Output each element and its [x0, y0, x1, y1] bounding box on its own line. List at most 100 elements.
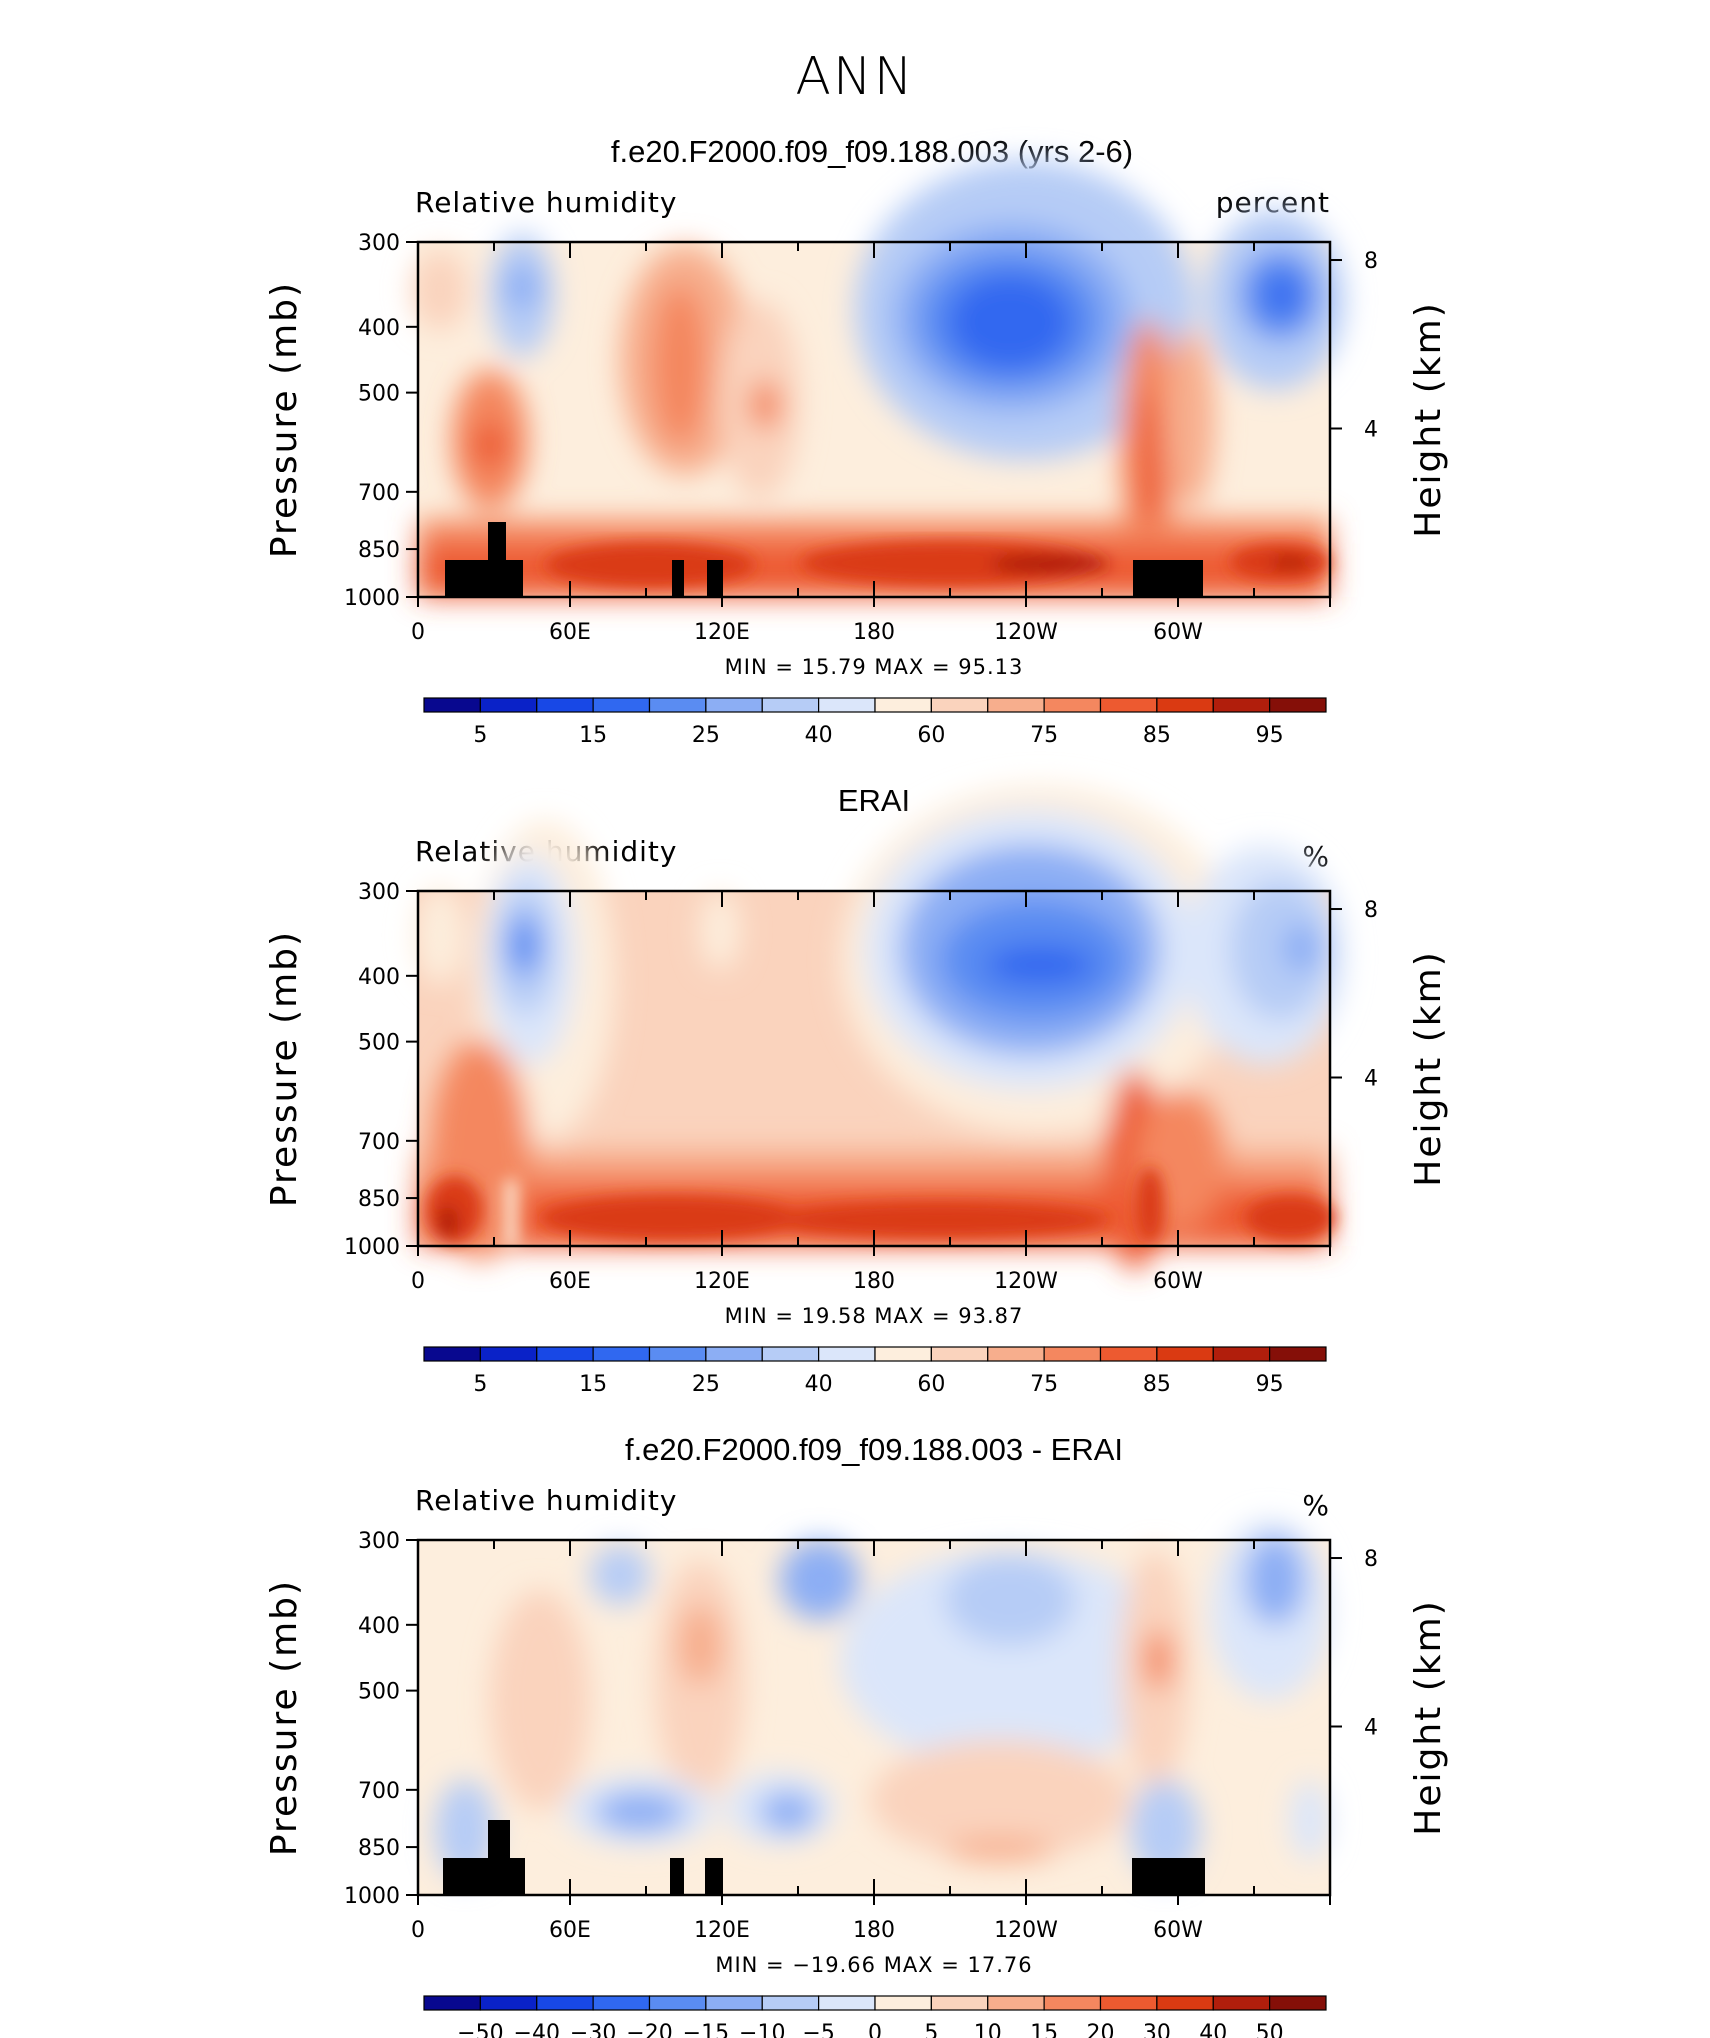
y-right-tick-label: 4	[1364, 1067, 1378, 1092]
colorbar: −50 −40 −30 −20 −15 −10 −5 0 5 10 15 20 30 40 50	[423, 1995, 1327, 2038]
colorbar: 5 15 25 40 60 75 85 95	[423, 1346, 1327, 1397]
colorbar-label: 25	[692, 1372, 720, 1397]
y-right-axis-title: Height (km)	[1408, 1599, 1449, 1835]
field-image	[412, 160, 1345, 597]
x-tick-label: 60W	[1153, 1918, 1203, 1943]
colorbar-swatch	[874, 1346, 932, 1362]
colorbar-label: −20	[626, 2021, 672, 2038]
colorbar-label: 75	[1030, 1372, 1058, 1397]
colorbar-label: 95	[1256, 723, 1284, 748]
y-tick-label: 300	[358, 231, 400, 256]
y-axis-title: Pressure (mb)	[264, 930, 305, 1207]
x-tick-label: 180	[853, 620, 895, 645]
x-tick-label: 0	[411, 1269, 425, 1294]
y-right-tick-label: 4	[1364, 418, 1378, 443]
colorbar-swatch	[1212, 1995, 1271, 2011]
colorbar-swatch	[930, 697, 989, 713]
colorbar-swatch	[479, 1346, 538, 1362]
colorbar-swatch	[874, 697, 932, 713]
x-tick-label: 120W	[994, 1269, 1058, 1294]
x-tick-label: 120E	[694, 1918, 750, 1943]
colorbar-swatch	[761, 1346, 820, 1362]
panel-title: ERAI	[838, 783, 910, 818]
y-tick-label: 850	[358, 1187, 400, 1212]
colorbar-swatch	[1269, 697, 1327, 713]
y-axis-title: Pressure (mb)	[264, 1579, 305, 1856]
y-tick-label: 700	[358, 1130, 400, 1155]
colorbar-swatch	[648, 1346, 707, 1362]
y-tick-label: 850	[358, 1836, 400, 1861]
colorbar-swatch	[648, 1995, 707, 2011]
topography-mask	[445, 522, 1203, 597]
y-tick-label: 700	[358, 481, 400, 506]
stats-text: MIN = 19.58 MAX = 93.87	[725, 1304, 1024, 1328]
colorbar-swatch	[479, 697, 538, 713]
x-tick-label: 60E	[549, 620, 591, 645]
colorbar-swatch	[536, 697, 594, 713]
units-label: %	[1302, 1489, 1330, 1522]
axes-frame: 0 60E 120E 180 120W 60W 300 400 500 700 850 1000 8 4 P…	[264, 231, 1449, 645]
colorbar-swatch	[987, 1995, 1045, 2011]
colorbar-swatch	[1043, 1346, 1102, 1362]
colorbar-swatch	[1156, 697, 1214, 713]
colorbar-label: 40	[805, 723, 833, 748]
x-tick-label: 120W	[994, 1918, 1058, 1943]
colorbar-label: −10	[739, 2021, 785, 2038]
colorbar-swatch	[818, 1995, 876, 2011]
y-right-tick-label: 4	[1364, 1716, 1378, 1741]
y-tick-label: 700	[358, 1779, 400, 1804]
y-tick-label: 1000	[344, 1884, 400, 1909]
colorbar-label: 20	[1087, 2021, 1115, 2038]
colorbar-label: 15	[1030, 2021, 1058, 2038]
y-tick-label: 300	[358, 880, 400, 905]
y-axis-title: Pressure (mb)	[264, 281, 305, 558]
field-image	[415, 785, 1345, 1270]
colorbar-label: −50	[457, 2021, 503, 2038]
x-tick-label: 0	[411, 1918, 425, 1943]
colorbar-swatch	[930, 1346, 989, 1362]
colorbar-label: 95	[1256, 1372, 1284, 1397]
y-tick-label: 400	[358, 965, 400, 990]
variable-label: Relative humidity	[415, 1484, 677, 1517]
colorbar-swatch	[1156, 1995, 1214, 2011]
colorbar-label: 85	[1143, 723, 1171, 748]
y-tick-label: 850	[358, 538, 400, 563]
colorbar-swatch	[987, 1346, 1045, 1362]
colorbar-label: 40	[1199, 2021, 1227, 2038]
panel-difference: f.e20.F2000.f09_f09.188.003 - ERAI Relat…	[264, 1432, 1449, 2038]
colorbar-swatch	[536, 1346, 594, 1362]
colorbar-swatch	[479, 1995, 538, 2011]
x-tick-label: 180	[853, 1918, 895, 1943]
y-right-tick-label: 8	[1364, 898, 1378, 923]
panel-title: f.e20.F2000.f09_f09.188.003 - ERAI	[625, 1432, 1123, 1467]
colorbar-label: −15	[683, 2021, 729, 2038]
colorbar-label: 85	[1143, 1372, 1171, 1397]
colorbar-swatch	[705, 1995, 763, 2011]
colorbar-swatch	[536, 1995, 594, 2011]
colorbar-label: 75	[1030, 723, 1058, 748]
colorbar-swatch	[874, 1995, 932, 2011]
x-tick-label: 120E	[694, 1269, 750, 1294]
colorbar-swatch	[592, 1346, 651, 1362]
colorbar-label: 30	[1143, 2021, 1171, 2038]
colorbar-swatch	[1156, 1346, 1214, 1362]
y-tick-label: 400	[358, 316, 400, 341]
y-right-tick-label: 8	[1364, 249, 1378, 274]
colorbar: 5 15 25 40 60 75 85 95	[423, 697, 1327, 748]
colorbar-label: 60	[917, 723, 945, 748]
panel-model: f.e20.F2000.f09_f09.188.003 (yrs 2-6) Re…	[264, 134, 1449, 748]
y-tick-label: 500	[358, 382, 400, 407]
y-right-axis-title: Height (km)	[1408, 301, 1449, 537]
axes-frame: 0 60E 120E 180 120W 60W 300 400 500 700 850 1000 8 4 P…	[264, 1529, 1449, 1943]
colorbar-swatch	[705, 1346, 763, 1362]
colorbar-swatch	[1212, 697, 1271, 713]
colorbar-label: 5	[473, 1372, 487, 1397]
colorbar-swatch	[1269, 1995, 1327, 2011]
colorbar-label: 0	[868, 2021, 882, 2038]
colorbar-swatch	[1099, 697, 1158, 713]
y-tick-label: 1000	[344, 1235, 400, 1260]
colorbar-swatch	[761, 1995, 820, 2011]
x-tick-label: 60W	[1153, 620, 1203, 645]
colorbar-swatch	[1269, 1346, 1327, 1362]
